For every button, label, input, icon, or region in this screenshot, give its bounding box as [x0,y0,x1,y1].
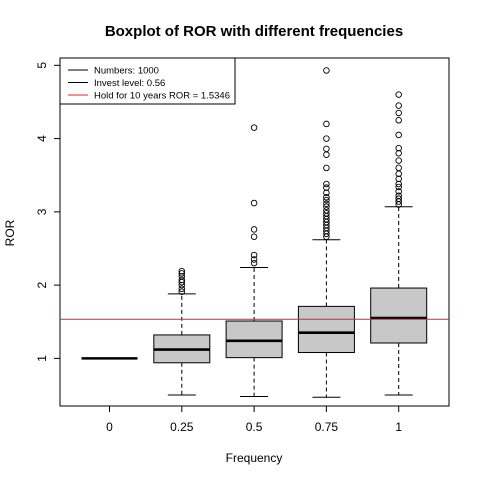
x-tick-label: 0.75 [315,420,339,434]
outlier-point [250,251,258,259]
outlier-point [178,270,186,277]
outlier-point [323,196,330,204]
y-tick-label: 4 [35,135,49,142]
outlier-point [178,281,186,289]
outlier-point [395,109,402,117]
y-tick-label: 2 [35,281,49,288]
outlier-point [250,226,258,233]
outlier-point [178,273,186,280]
y-tick-label: 1 [35,355,49,362]
legend-label: Invest level: 0.56 [94,78,165,89]
outlier-point [323,120,330,128]
outlier-point [395,117,402,124]
box-iqr [225,320,283,359]
outlier-point [250,259,258,267]
chart-title: Boxplot of ROR with different frequencie… [105,23,403,40]
outlier-point [323,203,330,210]
x-tick-label: 0 [106,420,113,434]
box-iqr [297,305,355,354]
outlier-point [395,131,402,139]
outlier-point [323,145,330,153]
y-tick-label: 5 [35,62,49,69]
outlier-point [178,285,186,293]
outlier-point [395,195,402,202]
legend-label: Hold for 10 years ROR = 1.5346 [94,91,230,102]
outlier-point [323,210,330,217]
outlier-point [250,256,258,263]
outlier-point [395,175,402,183]
outlier-point [178,267,186,275]
legend-box [59,57,236,105]
outlier-point [323,200,330,208]
outlier-point [323,180,330,188]
outlier-point [323,193,330,201]
outlier-point [323,67,330,74]
outlier-point [178,276,186,284]
outlier-point [395,188,402,195]
outlier-point [395,192,402,199]
x-axis-label: Frequency [226,451,283,465]
outlier-point [395,149,402,157]
outlier-point [395,183,402,191]
outlier-point [323,184,330,191]
outlier-point [323,151,330,158]
y-tick-label: 3 [35,208,49,215]
outlier-point [395,180,402,188]
outlier-point [323,207,330,214]
outlier-point [323,189,330,197]
x-tick-label: 1 [395,420,402,434]
outlier-point [250,124,258,131]
x-tick-label: 0.5 [246,420,263,434]
outlier-point [395,144,402,152]
box-iqr [370,287,428,344]
outlier-point [178,288,186,295]
outlier-point [395,164,402,172]
outlier-point [395,102,402,109]
outlier-point [250,233,258,241]
outlier-point [323,164,330,172]
outlier-point [323,135,330,142]
y-axis-label: ROR [3,219,17,246]
x-tick-label: 0.25 [170,420,194,434]
outlier-point [250,199,258,207]
legend-label: Numbers: 1000 [94,66,159,77]
outlier-point [395,157,402,164]
outlier-point [395,91,402,98]
